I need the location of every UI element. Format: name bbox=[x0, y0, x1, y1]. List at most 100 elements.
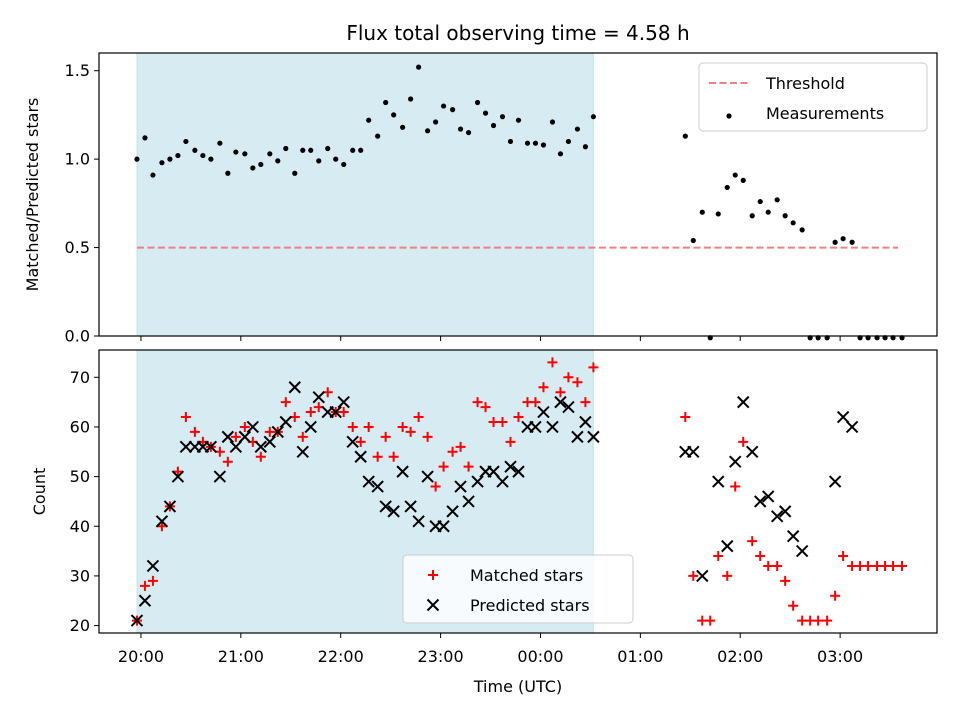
predicted-stars-point bbox=[371, 480, 384, 493]
predicted-stars-point bbox=[396, 465, 409, 478]
predicted-stars-point bbox=[304, 420, 317, 434]
measurement-point bbox=[582, 144, 589, 150]
matched-stars-point bbox=[297, 431, 308, 442]
measurement-point bbox=[440, 103, 447, 109]
measurement-point bbox=[400, 124, 406, 130]
predicted-stars-point bbox=[579, 415, 592, 429]
predicted-stars-point bbox=[770, 510, 784, 523]
matched-stars-point bbox=[747, 536, 758, 547]
measurement-point bbox=[840, 236, 846, 242]
predicted-stars-point bbox=[254, 440, 268, 454]
predicted-stars-point bbox=[754, 495, 767, 508]
predicted-stars-point bbox=[562, 400, 575, 414]
matched-stars-point bbox=[505, 436, 516, 447]
matched-stars-point bbox=[772, 560, 783, 571]
measurement-point bbox=[275, 158, 281, 164]
measurement-point bbox=[283, 145, 289, 152]
matched-stars-point bbox=[172, 466, 183, 477]
predicted-stars-point bbox=[462, 495, 475, 508]
measurement-point bbox=[507, 138, 514, 145]
y-tick-label: 30 bbox=[70, 566, 90, 585]
measurement-point bbox=[574, 126, 581, 132]
matched-stars-point bbox=[222, 456, 233, 467]
predicted-stars-point bbox=[362, 475, 375, 488]
predicted-stars-point bbox=[454, 480, 467, 493]
matched-stars-point bbox=[897, 560, 908, 571]
predicted-stars-point bbox=[155, 515, 169, 528]
measurement-point bbox=[391, 112, 397, 118]
measurement-point bbox=[375, 133, 381, 139]
measurement-point bbox=[167, 156, 173, 162]
x-tick-label: 01:00 bbox=[617, 647, 663, 666]
matched-stars-point bbox=[413, 412, 424, 423]
y-tick-label: 0.0 bbox=[65, 327, 90, 346]
predicted-stars-point bbox=[828, 475, 842, 488]
measurement-point bbox=[408, 96, 414, 102]
count-panel: 20 30 40 50 60 70 20:00 21:00 22:00 23:00 00:00 01:… bbox=[30, 349, 938, 666]
measurement-point bbox=[465, 129, 472, 136]
matched-stars-point bbox=[530, 397, 541, 408]
matched-stars-point bbox=[822, 615, 833, 626]
legend-box bbox=[402, 554, 634, 624]
measurement-point bbox=[341, 161, 347, 168]
predicted-stars-point bbox=[163, 500, 177, 513]
matched-stars-point bbox=[455, 441, 466, 452]
matched-stars-point bbox=[397, 421, 408, 432]
measurement-point bbox=[532, 140, 539, 146]
predicted-stars-point bbox=[204, 440, 218, 454]
predicted-stars-point bbox=[587, 430, 600, 444]
predicted-stars-point bbox=[246, 420, 260, 434]
x-tick-label: 00:00 bbox=[517, 647, 563, 666]
measurement-point bbox=[565, 138, 572, 145]
predicted-stars-point bbox=[271, 425, 284, 439]
x-tick-label: 23:00 bbox=[418, 647, 464, 666]
matched-stars-point bbox=[139, 580, 150, 591]
matched-stars-point bbox=[347, 421, 358, 432]
matched-stars-point bbox=[430, 481, 441, 492]
matched-stars-point bbox=[588, 362, 599, 373]
legend-label: Measurements bbox=[766, 104, 884, 123]
predicted-stars-point bbox=[687, 445, 700, 458]
legend-label: Threshold bbox=[765, 74, 845, 93]
matched-stars-point bbox=[338, 407, 349, 418]
measurement-point bbox=[799, 227, 805, 233]
measurement-point bbox=[217, 140, 223, 146]
legend: Threshold Measurements bbox=[698, 62, 928, 132]
predicted-stars-point bbox=[354, 450, 367, 463]
predicted-stars-point bbox=[279, 415, 292, 429]
measurement-point bbox=[832, 239, 838, 245]
x-tick-label: 21:00 bbox=[218, 647, 264, 666]
predicted-stars-point bbox=[712, 475, 725, 488]
measurement-point bbox=[150, 172, 156, 178]
legend-box bbox=[698, 62, 928, 132]
matched-stars-point bbox=[189, 426, 200, 437]
predicted-stars-point bbox=[412, 515, 425, 528]
predicted-stars-point bbox=[836, 410, 850, 424]
predicted-stars-point bbox=[546, 420, 559, 434]
y-axis-label: Count bbox=[30, 468, 49, 516]
measurement-point bbox=[490, 122, 497, 129]
predicted-stars-point bbox=[529, 420, 542, 434]
matched-stars-point bbox=[513, 412, 524, 423]
measurement-point bbox=[457, 126, 464, 132]
matched-stars-point bbox=[472, 397, 483, 408]
matched-stars-point bbox=[738, 436, 749, 447]
matched-stars-point bbox=[405, 426, 416, 437]
measurement-point bbox=[416, 64, 422, 70]
legend-label: Matched stars bbox=[470, 566, 583, 585]
predicted-stars-point bbox=[329, 405, 342, 419]
y-tick-label: 40 bbox=[70, 517, 90, 536]
predicted-stars-point bbox=[312, 390, 325, 404]
chart-title: Flux total observing time = 4.58 h bbox=[346, 21, 689, 45]
matched-stars-point bbox=[488, 416, 499, 427]
matched-stars-point bbox=[372, 451, 383, 462]
matched-stars-point bbox=[305, 407, 316, 418]
predicted-stars-point bbox=[404, 500, 417, 513]
y-tick-label: 0.5 bbox=[65, 238, 90, 257]
measurement-point bbox=[333, 156, 339, 162]
matched-stars-point bbox=[156, 521, 167, 532]
measurement-point bbox=[449, 107, 456, 113]
matched-stars-point bbox=[888, 560, 899, 571]
matched-stars-point bbox=[780, 575, 791, 586]
measurement-point bbox=[682, 133, 688, 139]
